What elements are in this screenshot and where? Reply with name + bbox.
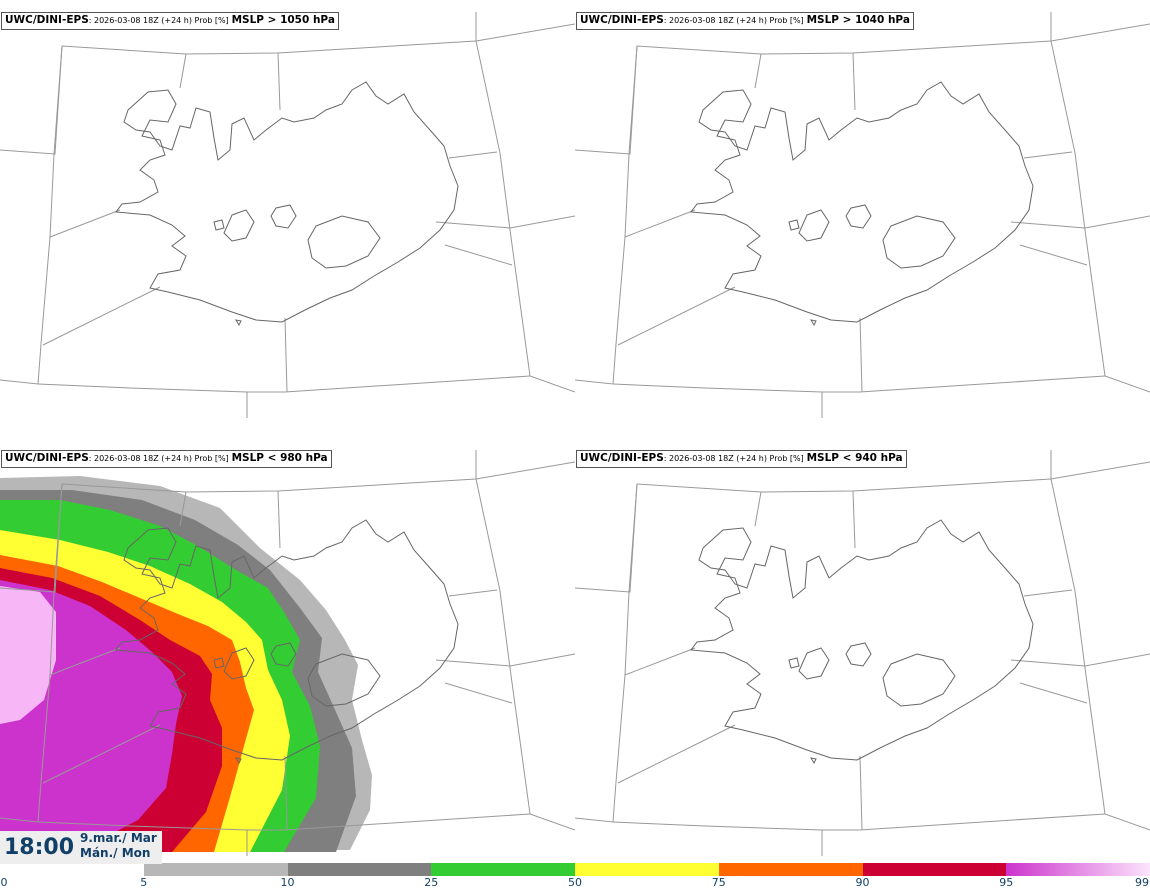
map-panel-mslp-gt-1040: UWC/DINI-EPS: 2026-03-08 18Z (+24 h) Pro…: [575, 0, 1150, 433]
valid-date: 9.mar./ Mar Mán./ Mon: [80, 831, 157, 861]
panel-title: UWC/DINI-EPS: 2026-03-08 18Z (+24 h) Pro…: [576, 450, 907, 468]
panel-title: UWC/DINI-EPS: 2026-03-08 18Z (+24 h) Pro…: [1, 450, 332, 468]
map-panel-mslp-lt-980: UWC/DINI-EPS: 2026-03-08 18Z (+24 h) Pro…: [0, 438, 575, 871]
map-panel-mslp-gt-1050: UWC/DINI-EPS: 2026-03-08 18Z (+24 h) Pro…: [0, 0, 575, 433]
map-canvas: [0, 449, 575, 857]
colorbar-segment: [143, 863, 288, 876]
valid-date-line1: 9.mar./ Mar: [80, 831, 157, 845]
colorbar-tick-label: 10: [280, 876, 295, 889]
valid-date-line2: Mán./ Mon: [80, 846, 151, 860]
map-canvas: [575, 449, 1150, 857]
colorbar-segment: [0, 863, 144, 876]
colorbar-tick-label: 25: [424, 876, 439, 889]
colorbar-segment: [431, 863, 575, 876]
colorbar-tick-label: 90: [855, 876, 870, 889]
colorbar-segment: [862, 863, 1007, 876]
colorbar-tick-label: 0: [0, 876, 8, 889]
colorbar-segment: [1006, 863, 1150, 876]
colorbar-tick-label: 95: [999, 876, 1014, 889]
colorbar-tick-label: 99: [1135, 876, 1149, 889]
map-panel-mslp-lt-940: UWC/DINI-EPS: 2026-03-08 18Z (+24 h) Pro…: [575, 438, 1150, 871]
colorbar-tick-label: 50: [568, 876, 582, 889]
panel-title: UWC/DINI-EPS: 2026-03-08 18Z (+24 h) Pro…: [1, 12, 339, 30]
colorbar-tick-label: 75: [711, 876, 726, 889]
colorbar-segment: [287, 863, 432, 876]
colorbar-segment: [575, 863, 719, 876]
valid-time: 18:00: [4, 835, 75, 860]
colorbar-tick-label: 5: [140, 876, 148, 889]
map-canvas: [575, 11, 1150, 419]
colorbar-segment: [718, 863, 863, 876]
colorbar: 0 5 10 25 50 75 90 95 99: [0, 862, 1150, 891]
map-canvas: [0, 11, 575, 419]
panel-title: UWC/DINI-EPS: 2026-03-08 18Z (+24 h) Pro…: [576, 12, 914, 30]
valid-time-box: 18:00 9.mar./ Mar Mán./ Mon: [0, 831, 162, 864]
